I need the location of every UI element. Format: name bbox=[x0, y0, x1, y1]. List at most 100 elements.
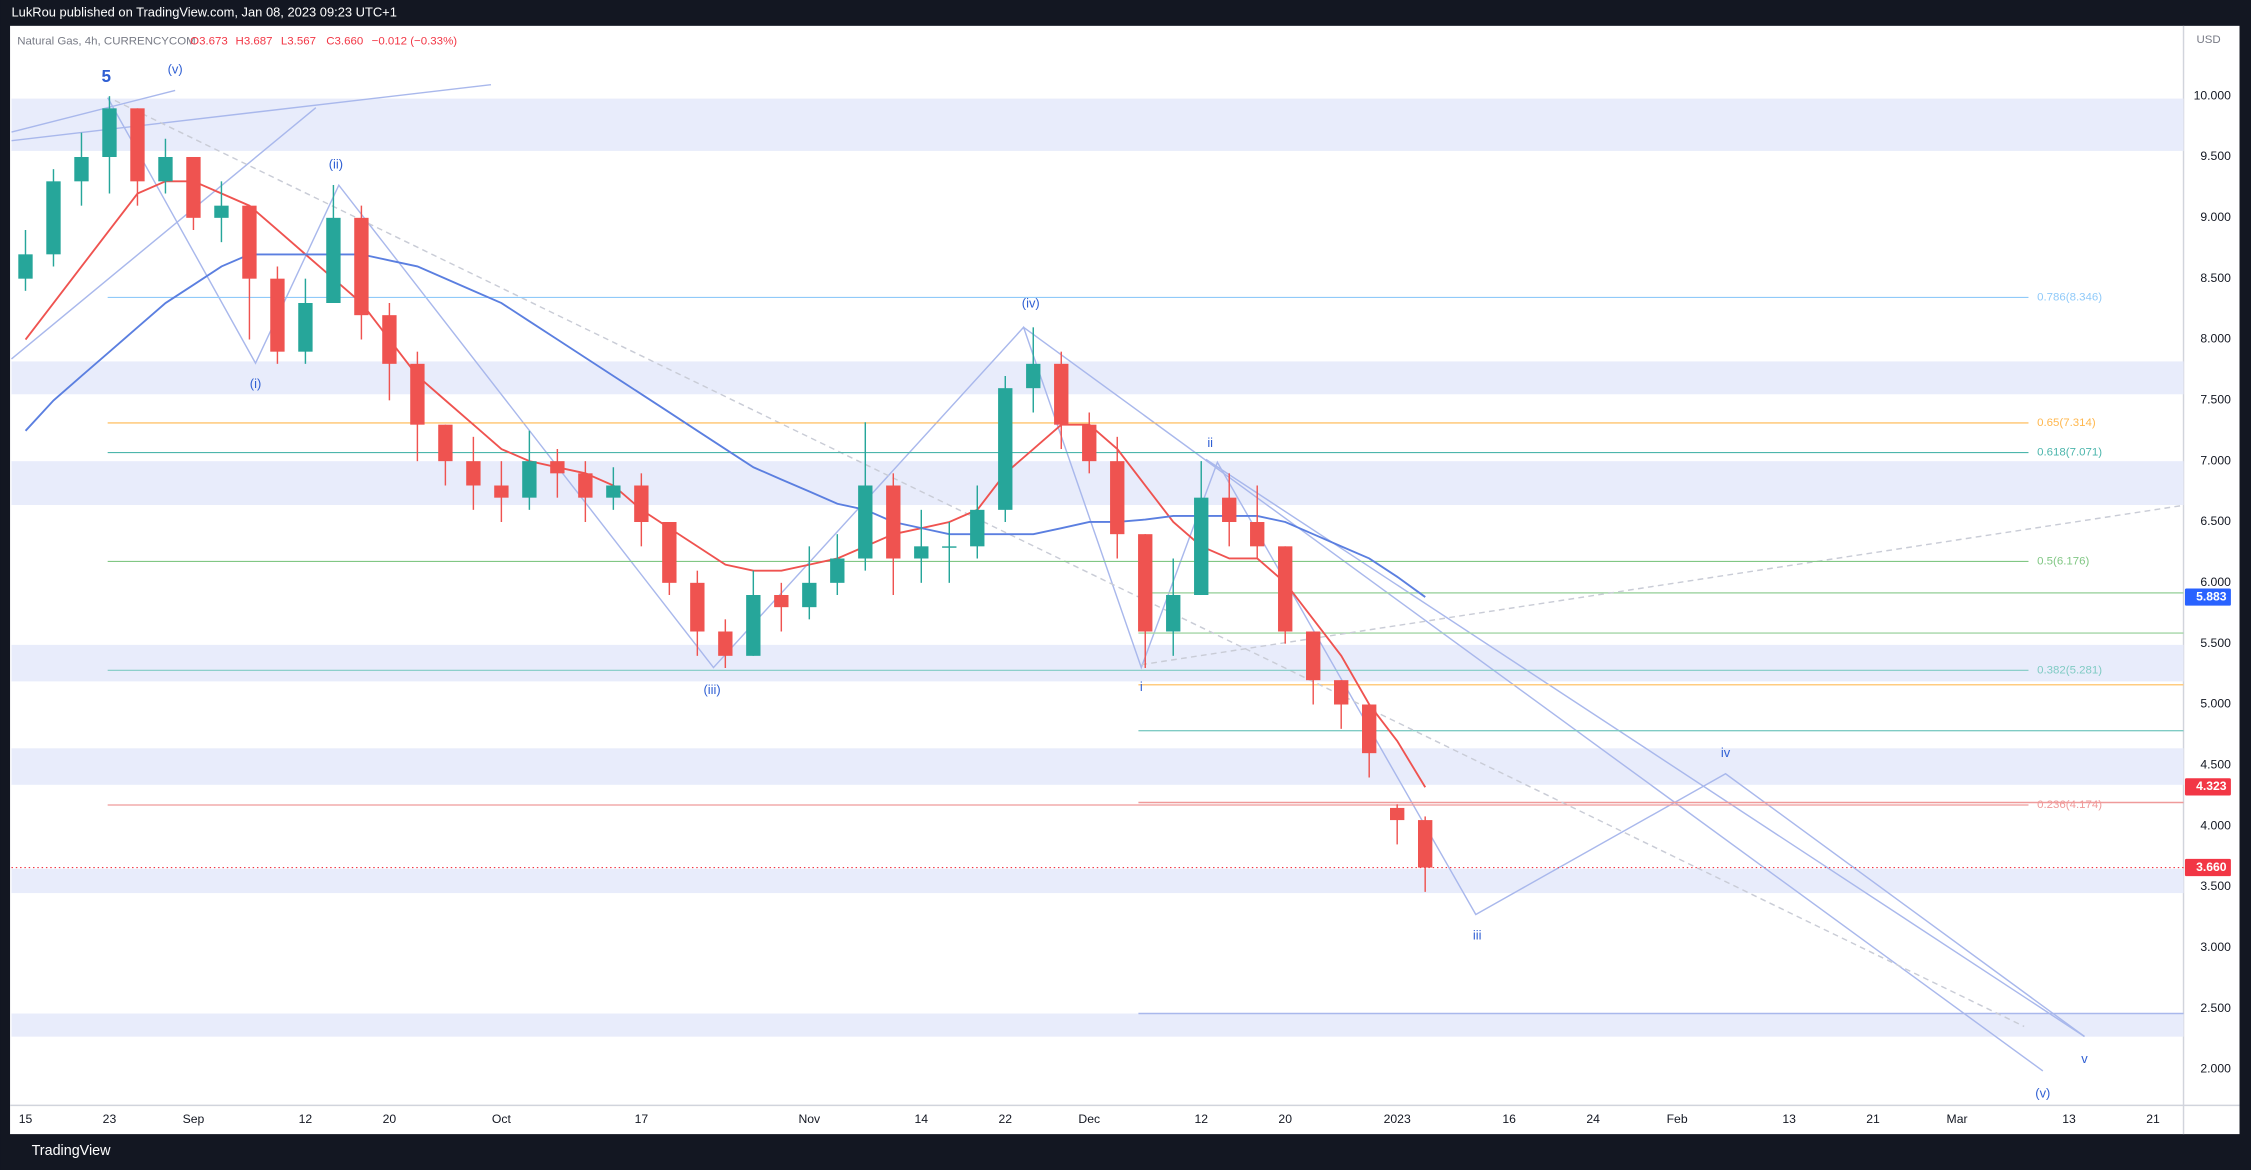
y-tick-label: 7.000 bbox=[2200, 453, 2231, 467]
fib-label: 0.786(8.346) bbox=[2037, 291, 2102, 303]
zone bbox=[11, 748, 2184, 785]
wave-label: i bbox=[1140, 679, 1143, 694]
x-tick-label: 13 bbox=[1782, 1112, 1796, 1126]
ohlc-value: H3.687 bbox=[236, 36, 273, 48]
x-tick-label: 13 bbox=[2062, 1112, 2076, 1126]
candle-body bbox=[998, 388, 1013, 510]
wave-label: iii bbox=[1473, 927, 1482, 942]
candle-body bbox=[942, 546, 957, 548]
y-tick-label: 4.500 bbox=[2200, 758, 2231, 772]
y-tick-label: 7.500 bbox=[2200, 393, 2231, 407]
y-tick-label: 6.000 bbox=[2200, 575, 2231, 589]
candle-body bbox=[1026, 363, 1041, 389]
wave-label: iv bbox=[1721, 745, 1731, 760]
fib-label: 0.65(7.314) bbox=[2037, 417, 2096, 429]
x-tick-label: 21 bbox=[1866, 1112, 1880, 1126]
dashed-line bbox=[114, 99, 2025, 1028]
candle-body bbox=[1222, 497, 1237, 523]
channel-line bbox=[1023, 326, 2044, 1072]
x-tick-label: Nov bbox=[798, 1112, 821, 1126]
wave-label: (ii) bbox=[329, 156, 343, 171]
candle-body bbox=[326, 217, 341, 303]
zone bbox=[11, 1013, 2184, 1037]
candle-body bbox=[746, 595, 761, 656]
price-tag-label: 5.883 bbox=[2196, 589, 2227, 603]
symbol: Natural Gas, 4h, CURRENCYCOM bbox=[17, 36, 195, 48]
candle-body bbox=[1194, 497, 1209, 596]
candle-body bbox=[1418, 820, 1433, 868]
candle-body bbox=[1390, 807, 1405, 821]
y-tick-label: 9.500 bbox=[2200, 149, 2231, 163]
moving-average bbox=[24, 180, 1427, 788]
candle-body bbox=[1054, 363, 1069, 425]
y-tick-label: 10.000 bbox=[2194, 88, 2231, 102]
x-tick-label: Dec bbox=[1078, 1112, 1100, 1126]
candle-body bbox=[1306, 631, 1321, 681]
wave-label: (i) bbox=[250, 376, 261, 391]
ohlc-value: O3.673 bbox=[190, 36, 228, 48]
x-tick-label: Mar bbox=[1947, 1112, 1968, 1126]
ohlc-value: C3.660 bbox=[326, 36, 363, 48]
candle-body bbox=[438, 424, 453, 462]
x-tick-label: 20 bbox=[383, 1112, 397, 1126]
y-tick-label: 9.000 bbox=[2200, 210, 2231, 224]
price-tag bbox=[2184, 778, 2231, 796]
wave-path bbox=[107, 97, 2085, 1038]
y-tick-label: 2.500 bbox=[2200, 1001, 2231, 1015]
candle-body bbox=[914, 546, 929, 559]
x-tick-label: 12 bbox=[299, 1112, 313, 1126]
candle-body bbox=[102, 108, 117, 157]
candle-body bbox=[1250, 522, 1265, 547]
zone bbox=[11, 361, 2184, 395]
candle-body bbox=[18, 254, 33, 279]
chart-area bbox=[10, 25, 2240, 1135]
price-tag bbox=[2184, 588, 2231, 606]
candle-body bbox=[158, 156, 173, 182]
wave-label: 5 bbox=[101, 66, 111, 86]
x-tick-label: 2023 bbox=[1384, 1112, 1411, 1126]
candle-body bbox=[242, 205, 257, 279]
x-tick-label: 14 bbox=[915, 1112, 929, 1126]
candle-body bbox=[1138, 534, 1153, 632]
price-tag bbox=[2184, 858, 2231, 877]
moving-average bbox=[24, 253, 1426, 598]
candle-body bbox=[410, 363, 425, 425]
candle-body bbox=[858, 485, 873, 559]
candle-body bbox=[1278, 546, 1293, 632]
y-tick-label: 5.500 bbox=[2200, 636, 2231, 650]
y-tick-label: 3.500 bbox=[2200, 879, 2231, 893]
candle-body bbox=[1166, 595, 1181, 632]
candle-body bbox=[550, 461, 565, 474]
x-tick-label: 21 bbox=[2146, 1112, 2160, 1126]
zone bbox=[11, 461, 2184, 505]
x-tick-label: 24 bbox=[1586, 1112, 1600, 1126]
candle-body bbox=[298, 302, 313, 352]
header: LukRou published on TradingView.com, Jan… bbox=[11, 4, 396, 19]
candle-body bbox=[970, 509, 985, 547]
channel-line bbox=[1205, 458, 2085, 1038]
y-tick-label: 3.000 bbox=[2200, 940, 2231, 954]
candle-body bbox=[886, 485, 901, 559]
wave-label: (v) bbox=[168, 62, 183, 77]
candle-body bbox=[718, 631, 733, 656]
y-tick-label: 5.000 bbox=[2200, 697, 2231, 711]
candle-body bbox=[214, 205, 229, 218]
candle-body bbox=[382, 315, 397, 364]
trend-line bbox=[11, 83, 492, 142]
x-tick-label: 17 bbox=[635, 1112, 649, 1126]
candle-body bbox=[494, 485, 509, 498]
candle-body bbox=[1334, 680, 1349, 705]
currency: USD bbox=[2196, 34, 2220, 46]
candle-body bbox=[634, 485, 649, 523]
y-tick-label: 4.000 bbox=[2200, 818, 2231, 832]
ohlc-value: −0.012 (−0.33%) bbox=[372, 36, 458, 48]
candle-body bbox=[1110, 461, 1125, 535]
candle-body bbox=[130, 108, 145, 182]
x-tick-label: 20 bbox=[1278, 1112, 1292, 1126]
ohlc-value: L3.567 bbox=[281, 36, 316, 48]
candle-body bbox=[354, 217, 369, 316]
candle-body bbox=[270, 278, 285, 352]
x-tick-label: Oct bbox=[492, 1112, 512, 1126]
footer: TradingView bbox=[32, 1143, 112, 1159]
zone bbox=[11, 98, 2184, 151]
